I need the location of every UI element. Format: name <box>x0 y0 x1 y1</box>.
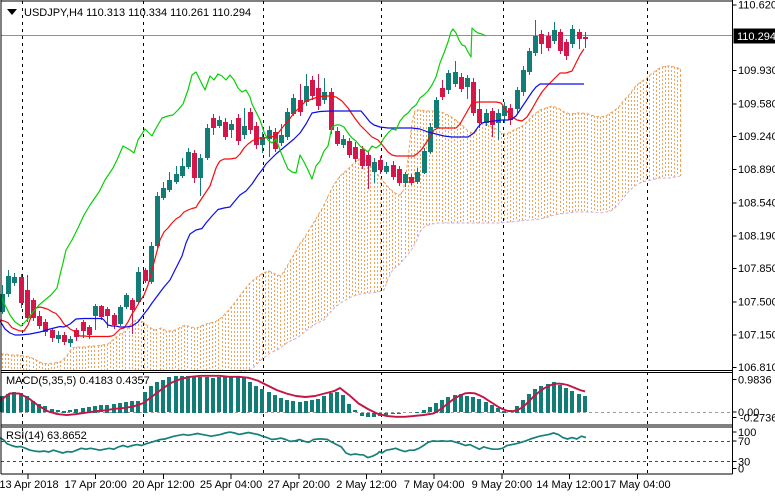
svg-text:RSI(14) 63.8652: RSI(14) 63.8652 <box>6 430 87 442</box>
svg-text:108.890: 108.890 <box>738 164 775 176</box>
svg-text:108.540: 108.540 <box>738 197 775 209</box>
svg-text:USDJPY,H4 110.313 110.334 110: USDJPY,H4 110.313 110.334 110.261 110.29… <box>24 7 251 19</box>
svg-text:17 Apr 20:00: 17 Apr 20:00 <box>65 479 127 491</box>
svg-text:25 Apr 04:00: 25 Apr 04:00 <box>200 479 262 491</box>
svg-text:107.150: 107.150 <box>738 330 775 342</box>
svg-text:13 Apr 2018: 13 Apr 2018 <box>0 479 59 491</box>
svg-text:107.500: 107.500 <box>738 296 775 308</box>
svg-text:107.850: 107.850 <box>738 263 775 275</box>
svg-text:108.190: 108.190 <box>738 231 775 243</box>
svg-text:109.580: 109.580 <box>738 98 775 110</box>
svg-text:0.9836: 0.9836 <box>738 375 772 387</box>
svg-text:70: 70 <box>738 436 750 448</box>
svg-text:7 May 04:00: 7 May 04:00 <box>404 479 465 491</box>
svg-text:110.620: 110.620 <box>738 0 775 12</box>
svg-text:27 Apr 20:00: 27 Apr 20:00 <box>268 479 330 491</box>
svg-text:106.810: 106.810 <box>738 362 775 374</box>
svg-text:109.240: 109.240 <box>738 131 775 143</box>
svg-text:0: 0 <box>738 464 744 476</box>
svg-text:14 May 12:00: 14 May 12:00 <box>536 479 603 491</box>
svg-text:-0.2736: -0.2736 <box>740 413 775 425</box>
svg-text:17 May 04:00: 17 May 04:00 <box>604 479 671 491</box>
svg-text:MACD(5,35,5) 0.4183 0.4357: MACD(5,35,5) 0.4183 0.4357 <box>6 375 150 387</box>
svg-text:109.930: 109.930 <box>738 65 775 77</box>
svg-text:9 May 20:00: 9 May 20:00 <box>472 479 533 491</box>
svg-text:2 May 12:00: 2 May 12:00 <box>336 479 397 491</box>
svg-text:20 Apr 12:00: 20 Apr 12:00 <box>132 479 194 491</box>
svg-text:110.294: 110.294 <box>737 31 775 43</box>
